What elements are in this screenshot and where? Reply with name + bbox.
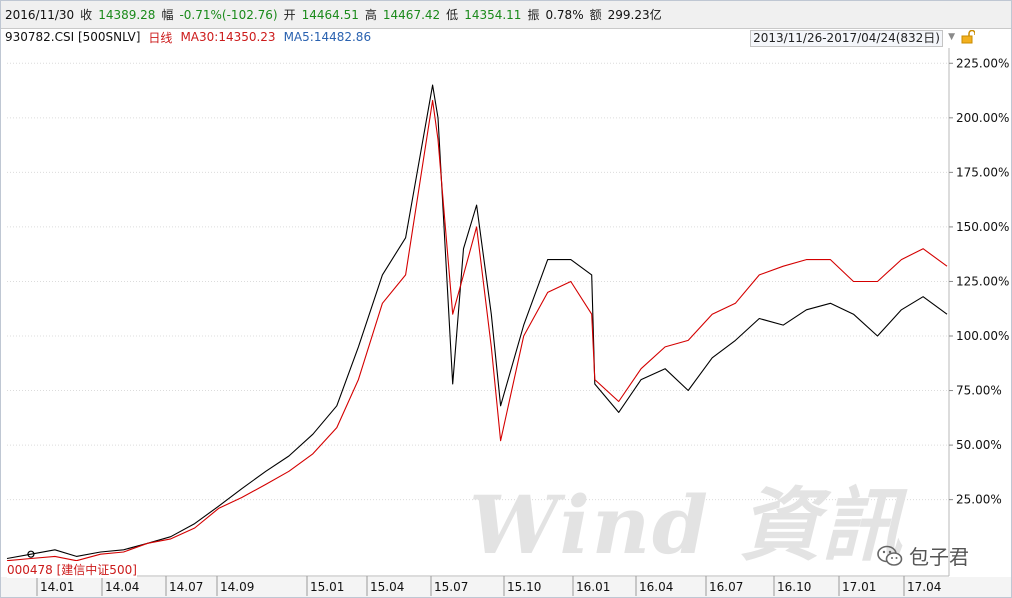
open-label: 开 (283, 8, 296, 22)
overlay-series-label[interactable]: 000478 [建信中证500] (7, 561, 137, 578)
open-value: 14464.51 (301, 7, 359, 22)
x-tick-label: 15.07 (434, 580, 468, 594)
x-tick-label: 15.04 (370, 580, 404, 594)
amount-value: 299.23亿 (607, 8, 662, 22)
x-tick-label: 16.10 (777, 580, 811, 594)
y-tick-label: 200.00% (956, 111, 1009, 125)
security-code: 930782.CSI [500SNLV] (5, 30, 141, 44)
close-label: 收 (80, 8, 93, 22)
amount-label: 额 (589, 8, 602, 22)
indicator-bar: 930782.CSI [500SNLV] 日线 MA30:14350.23 MA… (1, 28, 1011, 46)
low-value: 14354.11 (464, 7, 522, 22)
high-label: 高 (364, 8, 377, 22)
x-tick-label: 14.07 (169, 580, 203, 594)
low-label: 低 (446, 8, 459, 22)
y-tick-label: 125.00% (956, 274, 1009, 288)
wechat-account-name: 包子君 (909, 545, 969, 569)
x-tick-label: 16.07 (709, 580, 743, 594)
x-tick-label: 15.10 (507, 580, 541, 594)
x-tick-label: 14.01 (40, 580, 74, 594)
amplitude-value: 0.78% (545, 7, 584, 22)
change-label: 幅 (161, 8, 174, 22)
wechat-account-mark: 包子君 (877, 541, 969, 570)
change-value: -0.71%(-102.76) (179, 7, 278, 22)
quote-date: 2016/11/30 (5, 7, 75, 22)
period-label[interactable]: 日线 (148, 30, 173, 45)
x-axis: 14.01 14.04 14.07 14.09 15.01 15.04 15.07 15.10… (1, 576, 1011, 597)
grid-lines (7, 48, 950, 577)
x-tick-label: 17.01 (842, 580, 876, 594)
y-tick-label: 50.00% (956, 438, 1002, 452)
x-tick-label: 16.01 (576, 580, 610, 594)
date-range-selector[interactable]: 2013/11/26-2017/04/24(832日) (750, 30, 943, 47)
x-tick-label: 16.04 (639, 580, 673, 594)
x-tick-label: 14.04 (105, 580, 139, 594)
amplitude-label: 振 (527, 8, 540, 22)
series-lines (6, 84, 948, 562)
y-tick-label: 100.00% (956, 329, 1009, 343)
x-axis-band (1, 577, 1011, 597)
start-marker (27, 550, 35, 558)
ma30-value: MA30:14350.23 (180, 30, 276, 44)
dropdown-arrow-icon[interactable]: ▼ (948, 32, 955, 42)
quote-bar: 2016/11/30 收 14389.28 幅 -0.71%(-102.76) … (1, 1, 1011, 29)
y-tick-label: 225.00% (956, 56, 1009, 70)
wechat-icon (877, 545, 903, 566)
black-series-line (6, 84, 948, 560)
y-tick-label: 25.00% (956, 493, 1002, 507)
y-tick-label: 75.00% (956, 384, 1002, 398)
y-tick-label: 175.00% (956, 165, 1009, 179)
x-tick-label: 14.09 (220, 580, 254, 594)
x-tick-label: 15.01 (310, 580, 344, 594)
red-series-line (6, 99, 948, 562)
y-axis: 25.00% 50.00% 75.00% 100.00% 125.00% 150.00% 1… (949, 56, 1009, 507)
high-value: 14467.42 (382, 7, 441, 22)
y-tick-label: 150.00% (956, 220, 1009, 234)
x-tick-label: 17.04 (907, 580, 941, 594)
ma5-value: MA5:14482.86 (283, 30, 372, 44)
close-value: 14389.28 (98, 7, 156, 22)
